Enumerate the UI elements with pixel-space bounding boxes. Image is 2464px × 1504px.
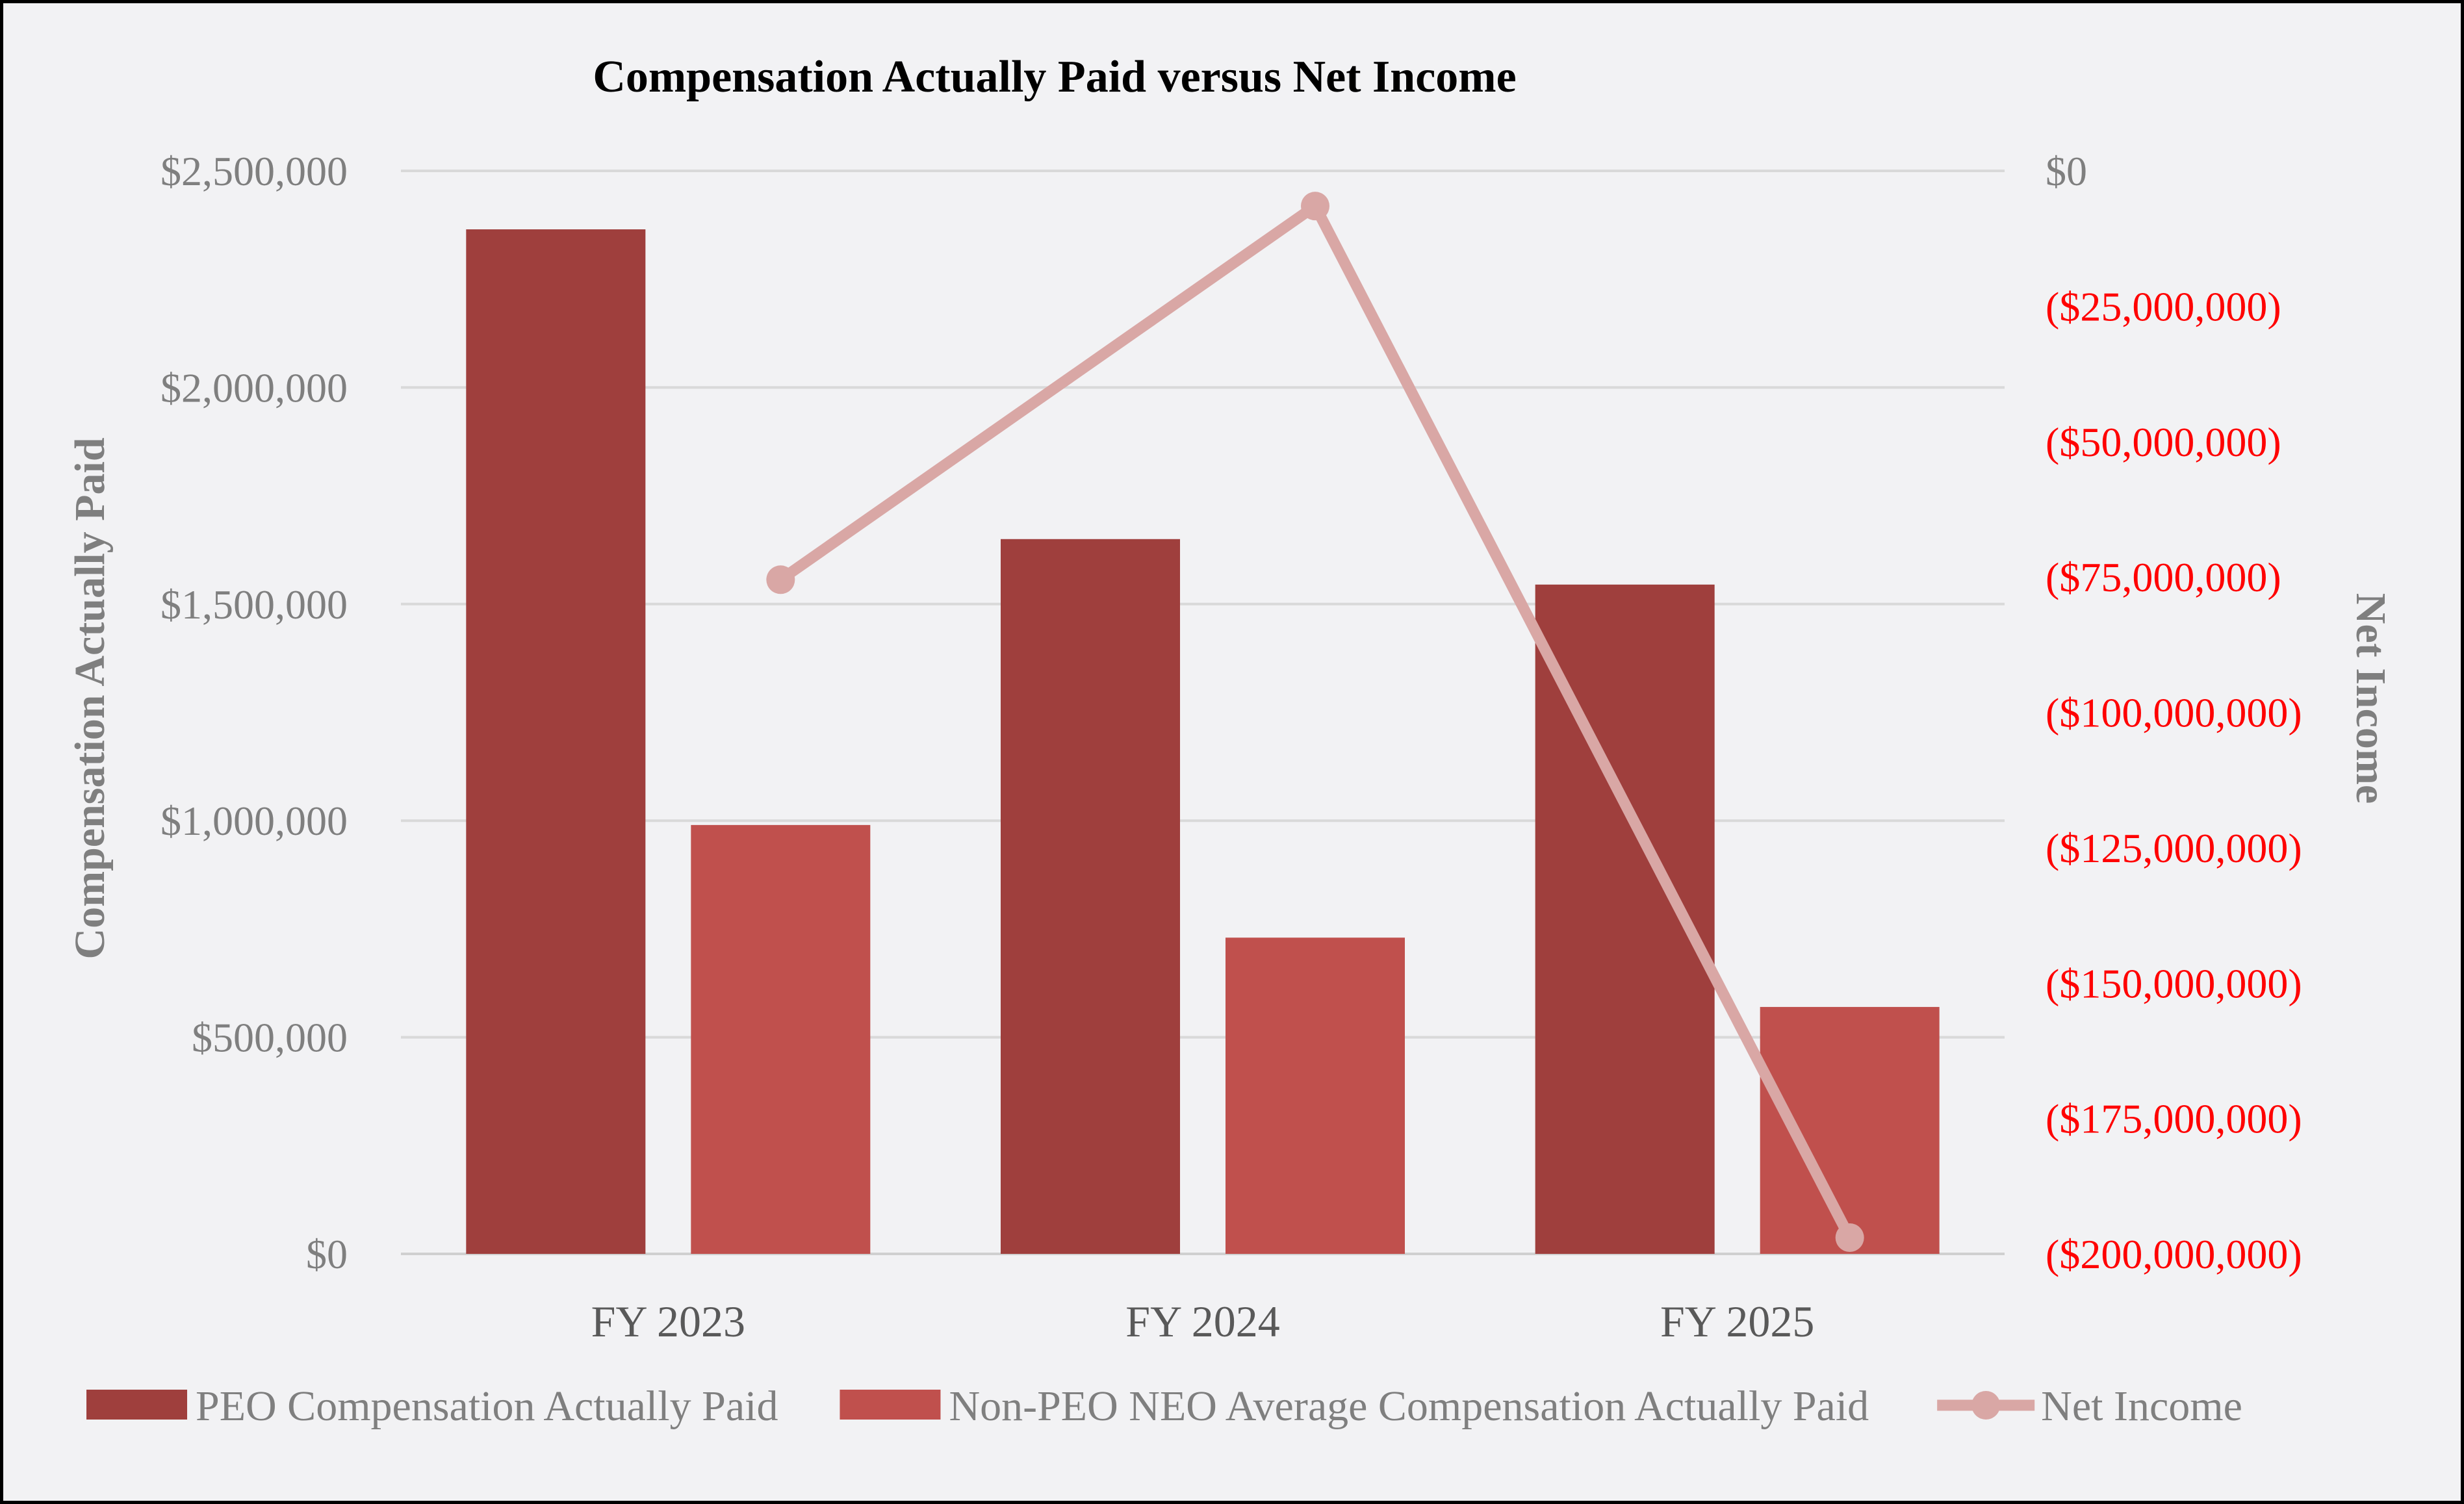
right-tick-label: ($200,000,000): [2046, 1231, 2302, 1277]
bar: [691, 824, 871, 1254]
legend-swatch: [840, 1390, 941, 1420]
legend-swatch: [86, 1390, 187, 1420]
bar: [1226, 937, 1405, 1254]
right-tick-label: ($125,000,000): [2046, 825, 2302, 871]
legend: PEO Compensation Actually Paid Non-PEO NE…: [86, 1383, 2242, 1430]
chart: Compensation Actually Paid versus Net In…: [66, 52, 2394, 1430]
left-tick-label: $2,500,000: [160, 148, 348, 194]
right-tick-label: ($25,000,000): [2046, 283, 2281, 329]
bars: [466, 229, 1940, 1255]
net-income-line: [766, 192, 1864, 1252]
bar: [1001, 539, 1180, 1254]
chart-title: Compensation Actually Paid versus Net In…: [593, 52, 1516, 102]
left-tick-label: $1,000,000: [160, 798, 348, 844]
right-tick-label: ($50,000,000): [2046, 419, 2281, 465]
net-income-point: [766, 565, 795, 594]
left-tick-label: $1,500,000: [160, 581, 348, 628]
x-axis-ticks: FY 2023 FY 2024 FY 2025: [591, 1297, 1815, 1346]
legend-label: Non-PEO NEO Average Compensation Actuall…: [949, 1383, 1869, 1430]
legend-label: PEO Compensation Actually Paid: [196, 1383, 778, 1430]
net-income-point: [1835, 1223, 1864, 1252]
x-tick-label: FY 2023: [591, 1297, 745, 1346]
left-tick-label: $0: [306, 1231, 348, 1277]
x-tick-label: FY 2024: [1125, 1297, 1279, 1346]
legend-swatch-marker: [1971, 1391, 2001, 1420]
net-income-point: [1301, 192, 1329, 221]
right-axis-label: Net Income: [2347, 593, 2394, 804]
right-axis-ticks: $0 ($25,000,000) ($50,000,000) ($75,000,000…: [2046, 148, 2302, 1277]
right-tick-label: ($100,000,000): [2046, 690, 2302, 736]
x-tick-label: FY 2025: [1660, 1297, 1814, 1346]
left-axis-label: Compensation Actually Paid: [66, 437, 114, 959]
left-tick-label: $2,000,000: [160, 364, 348, 411]
right-tick-label: ($75,000,000): [2046, 554, 2281, 600]
right-tick-label: ($175,000,000): [2046, 1096, 2302, 1142]
bar: [466, 229, 646, 1254]
left-tick-label: $500,000: [192, 1015, 348, 1061]
right-tick-label: $0: [2046, 148, 2087, 194]
gridlines: [401, 170, 2005, 1255]
right-tick-label: ($150,000,000): [2046, 960, 2302, 1006]
left-axis-ticks: $0 $500,000 $1,000,000 $1,500,000 $2,000,000…: [160, 148, 348, 1277]
legend-label: Net Income: [2041, 1383, 2242, 1430]
bar: [1760, 1006, 1940, 1254]
